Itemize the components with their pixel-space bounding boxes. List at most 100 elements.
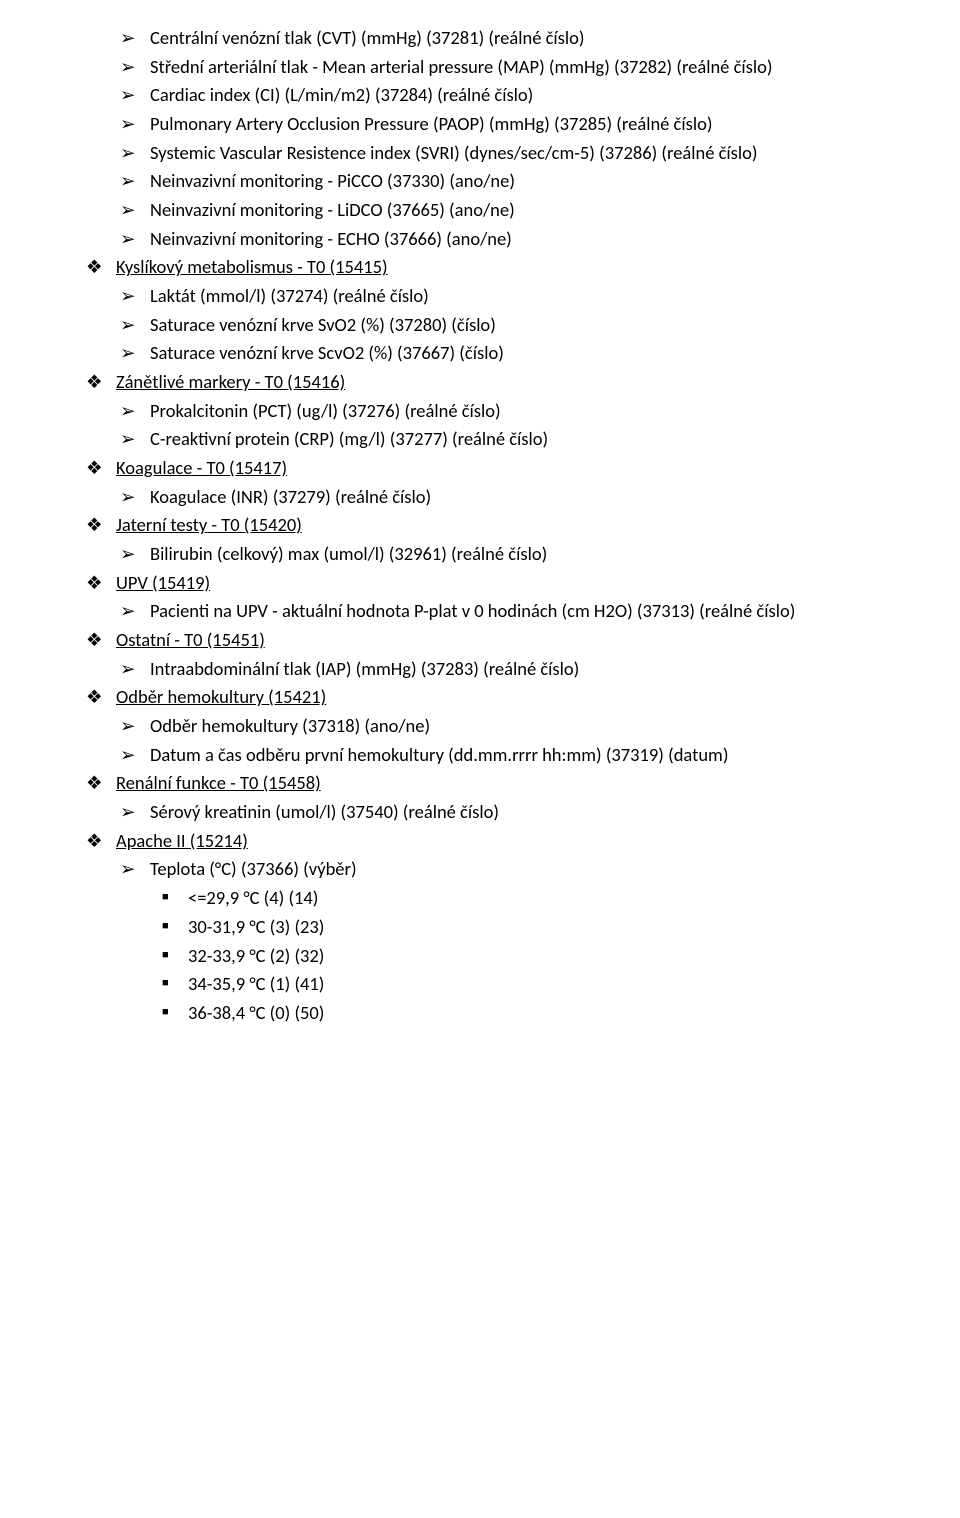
arrow-bullet-icon: ➢ [120,483,150,512]
arrow-bullet-icon: ➢ [120,196,150,225]
list-item-text: Zánětlivé markery - T0 (15416) [116,368,878,397]
arrow-bullet-icon: ➢ [120,597,150,626]
club-bullet-icon: ❖ [82,253,116,282]
list-item-text: Sérový kreatinin (umol/l) (37540) (reáln… [150,798,878,827]
list-item: ❖Jaterní testy - T0 (15420) [82,511,878,540]
list-item: ❖Koagulace - T0 (15417) [82,454,878,483]
arrow-bullet-icon: ➢ [120,81,150,110]
square-bullet-icon: ■ [162,1003,188,1020]
list-item: ➢Laktát (mmol/l) (37274) (reálné číslo) [82,282,878,311]
list-item-text: Neinvazivní monitoring - PiCCO (37330) (… [150,167,878,196]
list-item: ➢Intraabdominální tlak (IAP) (mmHg) (372… [82,655,878,684]
list-item: ■30-31,9 °C (3) (23) [82,913,878,942]
list-item-text: Intraabdominální tlak (IAP) (mmHg) (3728… [150,655,878,684]
list-item: ■36-38,4 °C (0) (50) [82,999,878,1028]
list-item-text: Cardiac index (CI) (L/min/m2) (37284) (r… [150,81,878,110]
list-item-text: Střední arteriální tlak - Mean arterial … [150,53,878,82]
list-item-text: Centrální venózní tlak (CVT) (mmHg) (372… [150,24,878,53]
club-bullet-icon: ❖ [82,511,116,540]
list-item: ➢Saturace venózní krve SvO2 (%) (37280) … [82,311,878,340]
list-item-text: Pacienti na UPV - aktuální hodnota P-pla… [150,597,878,626]
arrow-bullet-icon: ➢ [120,167,150,196]
list-item: ❖Zánětlivé markery - T0 (15416) [82,368,878,397]
list-item: ❖UPV (15419) [82,569,878,598]
arrow-bullet-icon: ➢ [120,225,150,254]
list-item: ❖Odběr hemokultury (15421) [82,683,878,712]
list-item: ➢Střední arteriální tlak - Mean arterial… [82,53,878,82]
arrow-bullet-icon: ➢ [120,397,150,426]
list-item-text: 34-35,9 °C (1) (41) [188,970,878,999]
list-item-text: UPV (15419) [116,569,878,598]
list-item: ➢Centrální venózní tlak (CVT) (mmHg) (37… [82,24,878,53]
list-item-text: Datum a čas odběru první hemokultury (dd… [150,741,878,770]
list-item-text: Prokalcitonin (PCT) (ug/l) (37276) (reál… [150,397,878,426]
list-item-text: Saturace venózní krve SvO2 (%) (37280) (… [150,311,878,340]
list-item: ➢Datum a čas odběru první hemokultury (d… [82,741,878,770]
arrow-bullet-icon: ➢ [120,311,150,340]
list-item: ➢Prokalcitonin (PCT) (ug/l) (37276) (reá… [82,397,878,426]
arrow-bullet-icon: ➢ [120,712,150,741]
list-item: ❖Ostatní - T0 (15451) [82,626,878,655]
arrow-bullet-icon: ➢ [120,540,150,569]
club-bullet-icon: ❖ [82,827,116,856]
square-bullet-icon: ■ [162,917,188,934]
list-item-text: Odběr hemokultury (37318) (ano/ne) [150,712,878,741]
list-item: ➢C-reaktivní protein (CRP) (mg/l) (37277… [82,425,878,454]
list-item-text: Jaterní testy - T0 (15420) [116,511,878,540]
list-item-text: Laktát (mmol/l) (37274) (reálné číslo) [150,282,878,311]
arrow-bullet-icon: ➢ [120,53,150,82]
list-item: ➢Pacienti na UPV - aktuální hodnota P-pl… [82,597,878,626]
arrow-bullet-icon: ➢ [120,139,150,168]
list-item-text: Pulmonary Artery Occlusion Pressure (PAO… [150,110,878,139]
list-item-text: Neinvazivní monitoring - LiDCO (37665) (… [150,196,878,225]
list-item: ➢Neinvazivní monitoring - PiCCO (37330) … [82,167,878,196]
club-bullet-icon: ❖ [82,769,116,798]
club-bullet-icon: ❖ [82,569,116,598]
list-item-text: Ostatní - T0 (15451) [116,626,878,655]
list-item-text: Systemic Vascular Resistence index (SVRI… [150,139,878,168]
list-item-text: Neinvazivní monitoring - ECHO (37666) (a… [150,225,878,254]
list-item: ➢Neinvazivní monitoring - LiDCO (37665) … [82,196,878,225]
list-item-text: Koagulace (INR) (37279) (reálné číslo) [150,483,878,512]
arrow-bullet-icon: ➢ [120,110,150,139]
list-item: ➢Odběr hemokultury (37318) (ano/ne) [82,712,878,741]
list-item: ■34-35,9 °C (1) (41) [82,970,878,999]
list-item: ➢Koagulace (INR) (37279) (reálné číslo) [82,483,878,512]
list-item: ❖Apache II (15214) [82,827,878,856]
club-bullet-icon: ❖ [82,454,116,483]
arrow-bullet-icon: ➢ [120,339,150,368]
list-item: ➢Saturace venózní krve ScvO2 (%) (37667)… [82,339,878,368]
arrow-bullet-icon: ➢ [120,24,150,53]
list-item-text: Odběr hemokultury (15421) [116,683,878,712]
club-bullet-icon: ❖ [82,626,116,655]
list-item: ➢Neinvazivní monitoring - ECHO (37666) (… [82,225,878,254]
list-item: ➢Teplota (°C) (37366) (výběr) [82,855,878,884]
list-item: ■<=29,9 °C (4) (14) [82,884,878,913]
list-item: ➢Cardiac index (CI) (L/min/m2) (37284) (… [82,81,878,110]
arrow-bullet-icon: ➢ [120,798,150,827]
list-item: ➢Pulmonary Artery Occlusion Pressure (PA… [82,110,878,139]
list-item-text: 32-33,9 °C (2) (32) [188,942,878,971]
list-item-text: Renální funkce - T0 (15458) [116,769,878,798]
arrow-bullet-icon: ➢ [120,425,150,454]
list-item: ❖Renální funkce - T0 (15458) [82,769,878,798]
list-item: ➢Bilirubin (celkový) max (umol/l) (32961… [82,540,878,569]
list-item-text: Koagulace - T0 (15417) [116,454,878,483]
list-item: ❖Kyslíkový metabolismus - T0 (15415) [82,253,878,282]
list-item: ■32-33,9 °C (2) (32) [82,942,878,971]
list-item-text: Apache II (15214) [116,827,878,856]
square-bullet-icon: ■ [162,946,188,963]
list-item-text: Kyslíkový metabolismus - T0 (15415) [116,253,878,282]
club-bullet-icon: ❖ [82,683,116,712]
club-bullet-icon: ❖ [82,368,116,397]
list-item-text: 36-38,4 °C (0) (50) [188,999,878,1028]
list-item-text: Teplota (°C) (37366) (výběr) [150,855,878,884]
list-item-text: <=29,9 °C (4) (14) [188,884,878,913]
list-item-text: Saturace venózní krve ScvO2 (%) (37667) … [150,339,878,368]
list-item: ➢Sérový kreatinin (umol/l) (37540) (reál… [82,798,878,827]
arrow-bullet-icon: ➢ [120,855,150,884]
list-item: ➢Systemic Vascular Resistence index (SVR… [82,139,878,168]
list-item-text: C-reaktivní protein (CRP) (mg/l) (37277)… [150,425,878,454]
arrow-bullet-icon: ➢ [120,741,150,770]
arrow-bullet-icon: ➢ [120,655,150,684]
